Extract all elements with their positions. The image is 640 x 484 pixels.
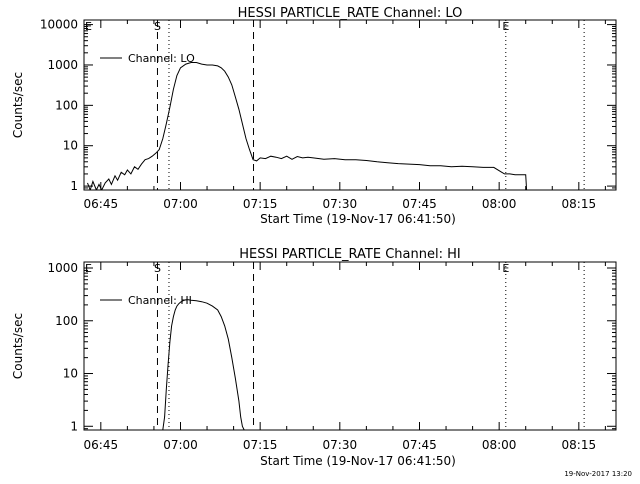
- chart1-marker-label: S: [154, 20, 161, 33]
- chart2-y-tick-label: 10: [63, 367, 78, 381]
- chart2-x-tick-label: 08:15: [562, 438, 597, 452]
- chart2-x-tick-label: 07:15: [243, 438, 278, 452]
- chart1-y-tick-label: 100: [55, 98, 78, 112]
- chart1-x-tick-label: 07:30: [323, 197, 358, 211]
- chart2-x-tick-label: 07:45: [402, 438, 437, 452]
- chart2-marker-label: E: [85, 262, 92, 275]
- chart2-marker-label: E: [502, 262, 509, 275]
- footer-timestamp: 19-Nov-2017 13:20: [564, 470, 632, 478]
- chart2-title: HESSI PARTICLE_RATE Channel: HI: [239, 247, 460, 262]
- chart1-x-tick-label: 06:45: [84, 197, 119, 211]
- chart2-x-tick-label: 06:45: [84, 438, 119, 452]
- chart2-x-tick-label: 07:30: [323, 438, 358, 452]
- chart1-x-axis-label: Start Time (19-Nov-17 06:41:50): [260, 212, 456, 226]
- chart2-marker-label: S: [154, 262, 161, 275]
- chart1-y-axis-label: Counts/sec: [11, 72, 25, 138]
- chart1-x-tick-label: 07:15: [243, 197, 278, 211]
- chart2-series-line: [163, 300, 245, 430]
- chart2-x-tick-label: 07:00: [163, 438, 198, 452]
- chart1-y-tick-label: 10: [63, 139, 78, 153]
- chart1-series-line: [88, 63, 528, 191]
- chart2-legend-label: Channel: HI: [128, 294, 192, 307]
- chart1-x-tick-label: 08:15: [562, 197, 597, 211]
- chart1-title: HESSI PARTICLE_RATE Channel: LO: [238, 6, 463, 21]
- chart1-legend-label: Channel: LO: [128, 52, 195, 65]
- chart1-y-tick-label: 10000: [40, 18, 78, 32]
- chart2-plot-frame: [84, 262, 616, 430]
- chart1-y-tick-label: 1000: [47, 58, 78, 72]
- chart1-group: HESSI PARTICLE_RATE Channel: LO 06:45 07:0…: [11, 6, 616, 226]
- chart2-x-tick-label: 08:00: [482, 438, 517, 452]
- chart2-y-axis-label: Counts/sec: [11, 313, 25, 379]
- chart1-y-tick-label: 1: [70, 179, 78, 193]
- chart1-x-tick-label: 07:00: [163, 197, 198, 211]
- chart1-x-tick-label: 07:45: [402, 197, 437, 211]
- chart2-x-axis-label: Start Time (19-Nov-17 06:41:50): [260, 454, 456, 468]
- chart2-group: HESSI PARTICLE_RATE Channel: HI 06:45 07:0…: [11, 247, 616, 468]
- chart1-marker-label: E: [502, 20, 509, 33]
- chart2-y-tick-label: 1: [70, 419, 78, 433]
- chart1-plot-frame: [84, 20, 616, 190]
- chart1-x-tick-label: 08:00: [482, 197, 517, 211]
- chart2-y-tick-label: 100: [55, 314, 78, 328]
- chart1-marker-label: E: [85, 20, 92, 33]
- chart2-y-tick-label: 1000: [47, 261, 78, 275]
